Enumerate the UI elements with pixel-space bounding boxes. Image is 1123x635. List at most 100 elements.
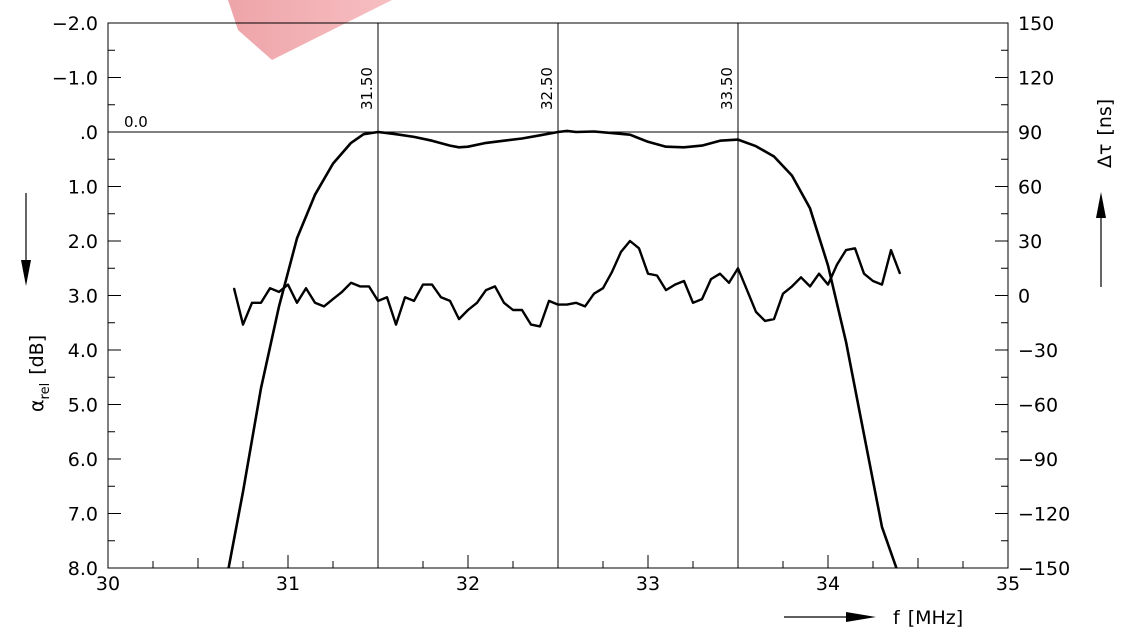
attenuation-point <box>242 491 244 493</box>
left-tick-label: 1.0 <box>68 177 98 199</box>
left-tick-label: 3.0 <box>68 286 98 308</box>
group-delay-point <box>674 284 676 286</box>
group-delay-point <box>863 273 865 275</box>
group-delay-point <box>296 302 298 304</box>
group-delay-point <box>629 240 631 242</box>
group-delay-series <box>232 239 902 328</box>
group-delay-point <box>377 300 379 302</box>
group-delay-point <box>809 285 811 287</box>
group-delay-point <box>530 324 532 326</box>
watermark-shape <box>228 0 392 60</box>
group-delay-point <box>503 302 505 304</box>
attenuation-point <box>701 145 703 147</box>
group-delay-point <box>269 287 271 289</box>
group-delay-point <box>314 302 316 304</box>
left-axis-subscript: rel <box>38 383 53 400</box>
group-delay-point <box>656 274 658 277</box>
attenuation-line <box>227 129 898 569</box>
group-delay-point <box>548 300 550 302</box>
group-delay-point <box>782 293 784 295</box>
group-delay-point <box>719 273 721 275</box>
group-delay-point <box>854 247 856 249</box>
group-delay-point <box>692 302 694 304</box>
right-tick-label: −90 <box>1018 449 1058 471</box>
right-y-axis: 150 120 90 60 30 0 −30 −60 −90 −120 −150 <box>995 13 1070 580</box>
vertical-marker-label: 32.50 <box>538 67 556 110</box>
left-axis-symbol: α <box>26 399 48 412</box>
x-axis-title: f [MHz] <box>893 607 963 629</box>
attenuation-point <box>629 134 631 136</box>
group-delay-point <box>359 285 361 287</box>
x-axis-title-text: f [MHz] <box>893 607 963 629</box>
group-delay-point <box>260 302 262 304</box>
group-delay-point <box>386 296 388 298</box>
attenuation-point <box>467 146 469 148</box>
left-axis-unit: [dB] <box>26 335 48 375</box>
attenuation-point <box>773 155 775 158</box>
series-layer <box>227 129 902 569</box>
attenuation-point <box>377 131 379 133</box>
x-tick-label: 32 <box>456 573 480 595</box>
left-tick-label: .0 <box>80 122 98 144</box>
group-delay-point <box>485 289 487 291</box>
group-delay-point <box>620 251 622 253</box>
group-delay-point <box>521 309 523 311</box>
group-delay-point <box>638 247 640 249</box>
group-delay-point <box>458 318 460 320</box>
group-delay-point <box>683 280 685 282</box>
group-delay-point <box>422 284 424 286</box>
group-delay-point <box>881 284 883 286</box>
group-delay-point <box>872 280 874 282</box>
attenuation-point <box>845 341 847 343</box>
right-tick-label: −30 <box>1018 340 1058 362</box>
group-delay-point <box>701 298 703 300</box>
attenuation-point <box>647 141 649 143</box>
right-axis-title-text: Δτ [ns] <box>1094 99 1116 168</box>
group-delay-point <box>818 273 820 275</box>
attenuation-point <box>791 175 793 177</box>
group-delay-point <box>233 287 235 289</box>
group-delay-point <box>557 304 559 306</box>
right-tick-label: 30 <box>1018 231 1042 253</box>
right-tick-label: 60 <box>1018 177 1042 199</box>
attenuation-point <box>458 146 460 148</box>
attenuation-point <box>575 131 577 133</box>
attenuation-point <box>431 140 433 142</box>
group-delay-point <box>287 284 289 286</box>
group-delay-point <box>350 282 352 284</box>
group-delay-point <box>800 276 802 278</box>
group-delay-point <box>413 300 415 302</box>
attenuation-series <box>227 129 898 569</box>
group-delay-point <box>728 282 730 284</box>
group-delay-point <box>278 291 280 293</box>
group-delay-point <box>602 287 604 289</box>
group-delay-point <box>512 309 514 311</box>
attenuation-point <box>683 146 685 148</box>
group-delay-point <box>899 273 901 275</box>
group-delay-point <box>737 267 739 269</box>
group-delay-point <box>341 291 343 293</box>
right-tick-label: 90 <box>1018 122 1042 144</box>
x-tick-label: 33 <box>636 573 660 595</box>
group-delay-point <box>305 287 307 289</box>
left-tick-label: 7.0 <box>68 504 98 526</box>
attenuation-point <box>809 207 811 209</box>
left-arrow-head <box>21 260 31 286</box>
group-delay-point <box>746 289 748 291</box>
group-delay-point <box>251 302 253 304</box>
right-axis-symbol: Δτ <box>1094 144 1116 168</box>
right-tick-label: 0 <box>1018 286 1030 308</box>
vertical-markers: 31.50 32.50 33.50 <box>358 23 739 568</box>
attenuation-point <box>332 163 334 165</box>
left-y-axis: −2.0 −1.0 .0 1.0 2.0 3.0 4.0 5.0 6.0 7.0 8.0 <box>52 13 121 580</box>
attenuation-point <box>895 567 898 569</box>
left-tick-label: 5.0 <box>68 395 98 417</box>
group-delay-point <box>323 305 325 307</box>
attenuation-point <box>755 145 757 147</box>
attenuation-point <box>827 264 829 267</box>
attenuation-point <box>881 526 883 528</box>
right-tick-label: −60 <box>1018 395 1058 417</box>
left-tick-label: −2.0 <box>52 13 98 35</box>
group-delay-point <box>791 285 793 287</box>
